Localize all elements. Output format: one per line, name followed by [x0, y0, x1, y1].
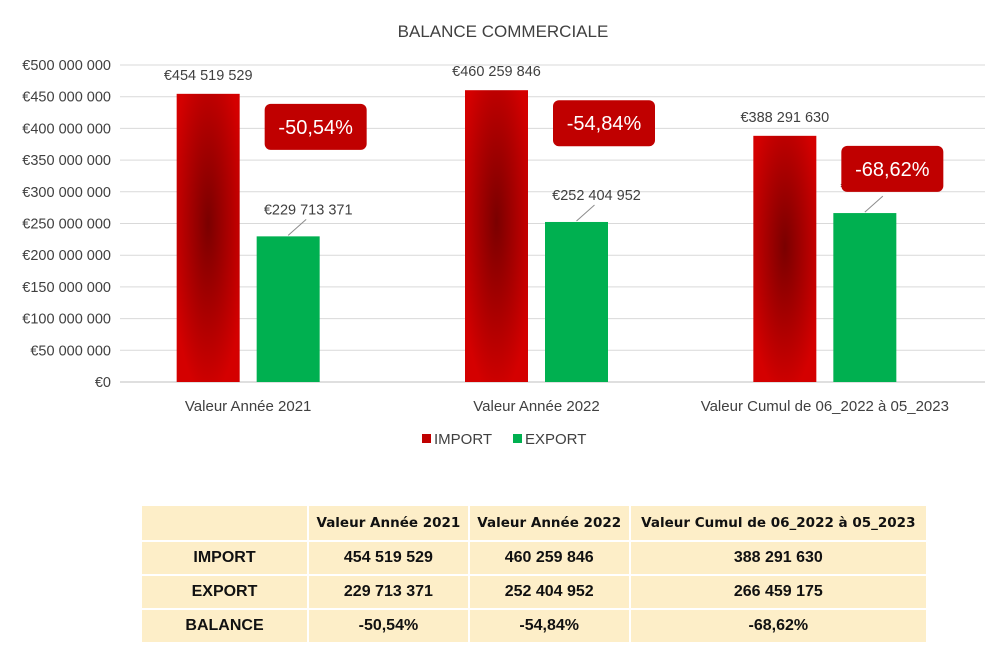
- y-tick-label: €300 000 000: [22, 185, 111, 201]
- legend-swatch-export: [513, 434, 522, 443]
- bar-import: [753, 135, 817, 382]
- table-row: IMPORT 454 519 529 460 259 846 388 291 6…: [142, 542, 926, 574]
- data-label-export: €229 713 371: [264, 202, 353, 218]
- table-header-empty: [142, 506, 307, 540]
- legend-label-export: EXPORT: [525, 431, 586, 448]
- leader-line: [864, 195, 884, 213]
- table-header: Valeur Cumul de 06_2022 à 05_2023: [630, 506, 926, 540]
- data-label-import: €388 291 630: [740, 110, 829, 126]
- balance-badge-label: -54,84%: [567, 113, 642, 135]
- trade-balance-chart: BALANCE COMMERCIALE €0 €50 000 000 €100 00…: [22, 22, 985, 448]
- summary-table: Valeur Année 2021 Valeur Année 2022 Vale…: [140, 504, 928, 644]
- legend-swatch-import: [422, 434, 431, 443]
- y-tick-label: €0: [95, 375, 111, 391]
- table-header: Valeur Année 2022: [469, 506, 629, 540]
- row-label: BALANCE: [142, 610, 307, 642]
- bar-export: [545, 221, 608, 382]
- data-label-import: €460 259 846: [452, 64, 541, 80]
- balance-badge: [264, 103, 367, 150]
- chart-title: BALANCE COMMERCIALE: [398, 22, 609, 41]
- balance-badge-label: -68,62%: [855, 159, 930, 181]
- table-cell: 460 259 846: [469, 542, 629, 574]
- balance-badge: [553, 100, 655, 147]
- data-label-import: €454 519 529: [164, 68, 253, 84]
- legend: IMPORT EXPORT: [422, 431, 586, 448]
- x-tick-label: Valeur Cumul de 06_2022 à 05_2023: [701, 398, 949, 415]
- table-row: EXPORT 229 713 371 252 404 952 266 459 1…: [142, 576, 926, 608]
- balance-badge-label: -50,54%: [278, 117, 353, 139]
- table-cell: 252 404 952: [469, 576, 629, 608]
- y-tick-label: €50 000 000: [30, 343, 111, 359]
- y-tick-label: €200 000 000: [22, 248, 111, 264]
- row-label: IMPORT: [142, 542, 307, 574]
- bar-export: [833, 213, 897, 382]
- table-cell: -68,62%: [630, 610, 926, 642]
- balance-badge: [841, 145, 944, 192]
- table-header: Valeur Année 2021: [309, 506, 468, 540]
- y-tick-label: €100 000 000: [22, 312, 111, 328]
- table-cell: 266 459 175: [630, 576, 926, 608]
- x-tick-label: Valeur Année 2022: [473, 398, 600, 415]
- leader-line: [287, 218, 307, 236]
- x-tick-label: Valeur Année 2021: [185, 398, 312, 415]
- y-tick-label: €500 000 000: [22, 58, 111, 74]
- bar-import: [176, 93, 240, 382]
- table-cell: 388 291 630: [630, 542, 926, 574]
- bar-import: [465, 90, 528, 383]
- leader-line: [576, 204, 595, 222]
- y-tick-label: €250 000 000: [22, 217, 111, 233]
- legend-label-import: IMPORT: [434, 431, 492, 448]
- data-label-export: €252 404 952: [552, 188, 641, 204]
- y-tick-label: €350 000 000: [22, 153, 111, 169]
- table-row: BALANCE -50,54% -54,84% -68,62%: [142, 610, 926, 642]
- row-label: EXPORT: [142, 576, 307, 608]
- table-cell: -54,84%: [469, 610, 629, 642]
- bar-export: [256, 236, 320, 382]
- table-cell: 229 713 371: [309, 576, 468, 608]
- table-header-row: Valeur Année 2021 Valeur Année 2022 Vale…: [142, 506, 926, 540]
- table-cell: 454 519 529: [309, 542, 468, 574]
- y-tick-label: €450 000 000: [22, 90, 111, 106]
- y-tick-label: €150 000 000: [22, 280, 111, 296]
- y-tick-label: €400 000 000: [22, 121, 111, 137]
- table-cell: -50,54%: [309, 610, 468, 642]
